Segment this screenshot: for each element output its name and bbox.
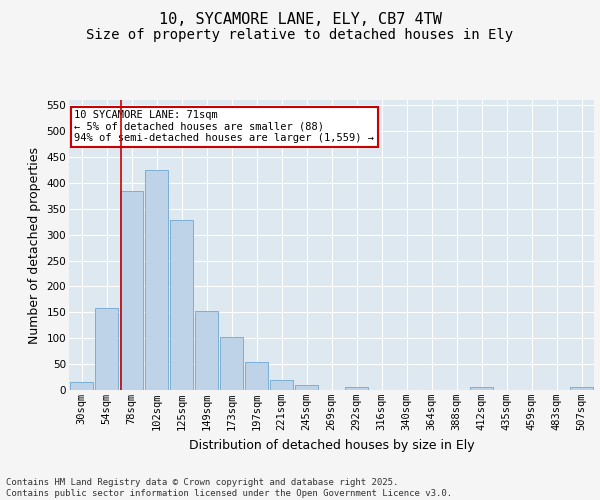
Text: 10 SYCAMORE LANE: 71sqm
← 5% of detached houses are smaller (88)
94% of semi-det: 10 SYCAMORE LANE: 71sqm ← 5% of detached… xyxy=(74,110,374,144)
Bar xyxy=(245,362,268,390)
Bar xyxy=(570,388,593,390)
Text: Size of property relative to detached houses in Ely: Size of property relative to detached ho… xyxy=(86,28,514,42)
Bar xyxy=(145,170,168,390)
X-axis label: Distribution of detached houses by size in Ely: Distribution of detached houses by size … xyxy=(188,438,475,452)
Bar xyxy=(70,382,93,390)
Bar xyxy=(270,380,293,390)
Bar xyxy=(345,388,368,390)
Bar xyxy=(470,388,493,390)
Text: 10, SYCAMORE LANE, ELY, CB7 4TW: 10, SYCAMORE LANE, ELY, CB7 4TW xyxy=(158,12,442,28)
Y-axis label: Number of detached properties: Number of detached properties xyxy=(28,146,41,344)
Bar xyxy=(120,190,143,390)
Text: Contains HM Land Registry data © Crown copyright and database right 2025.
Contai: Contains HM Land Registry data © Crown c… xyxy=(6,478,452,498)
Bar xyxy=(295,385,318,390)
Bar xyxy=(195,311,218,390)
Bar xyxy=(95,308,118,390)
Bar xyxy=(220,337,243,390)
Bar xyxy=(170,220,193,390)
